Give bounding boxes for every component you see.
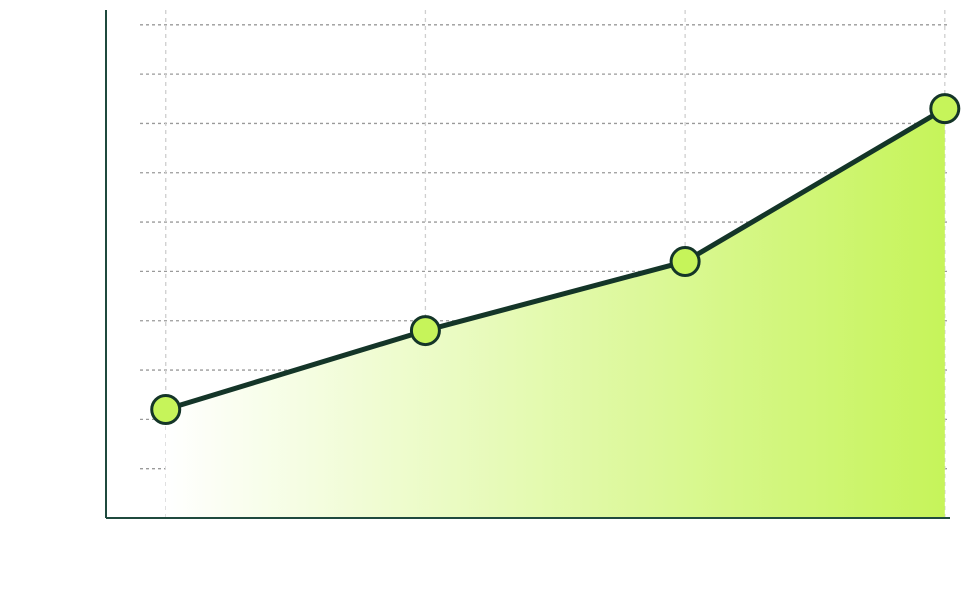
data-points (150, 93, 961, 425)
area-fill (165, 108, 945, 518)
series-line (163, 106, 948, 412)
data-point (929, 93, 961, 125)
data-point (669, 246, 701, 278)
series-line-layer (163, 106, 948, 412)
data-point (409, 315, 441, 347)
area-fill-layer (165, 108, 945, 518)
data-point (150, 393, 182, 425)
axes (105, 10, 950, 519)
